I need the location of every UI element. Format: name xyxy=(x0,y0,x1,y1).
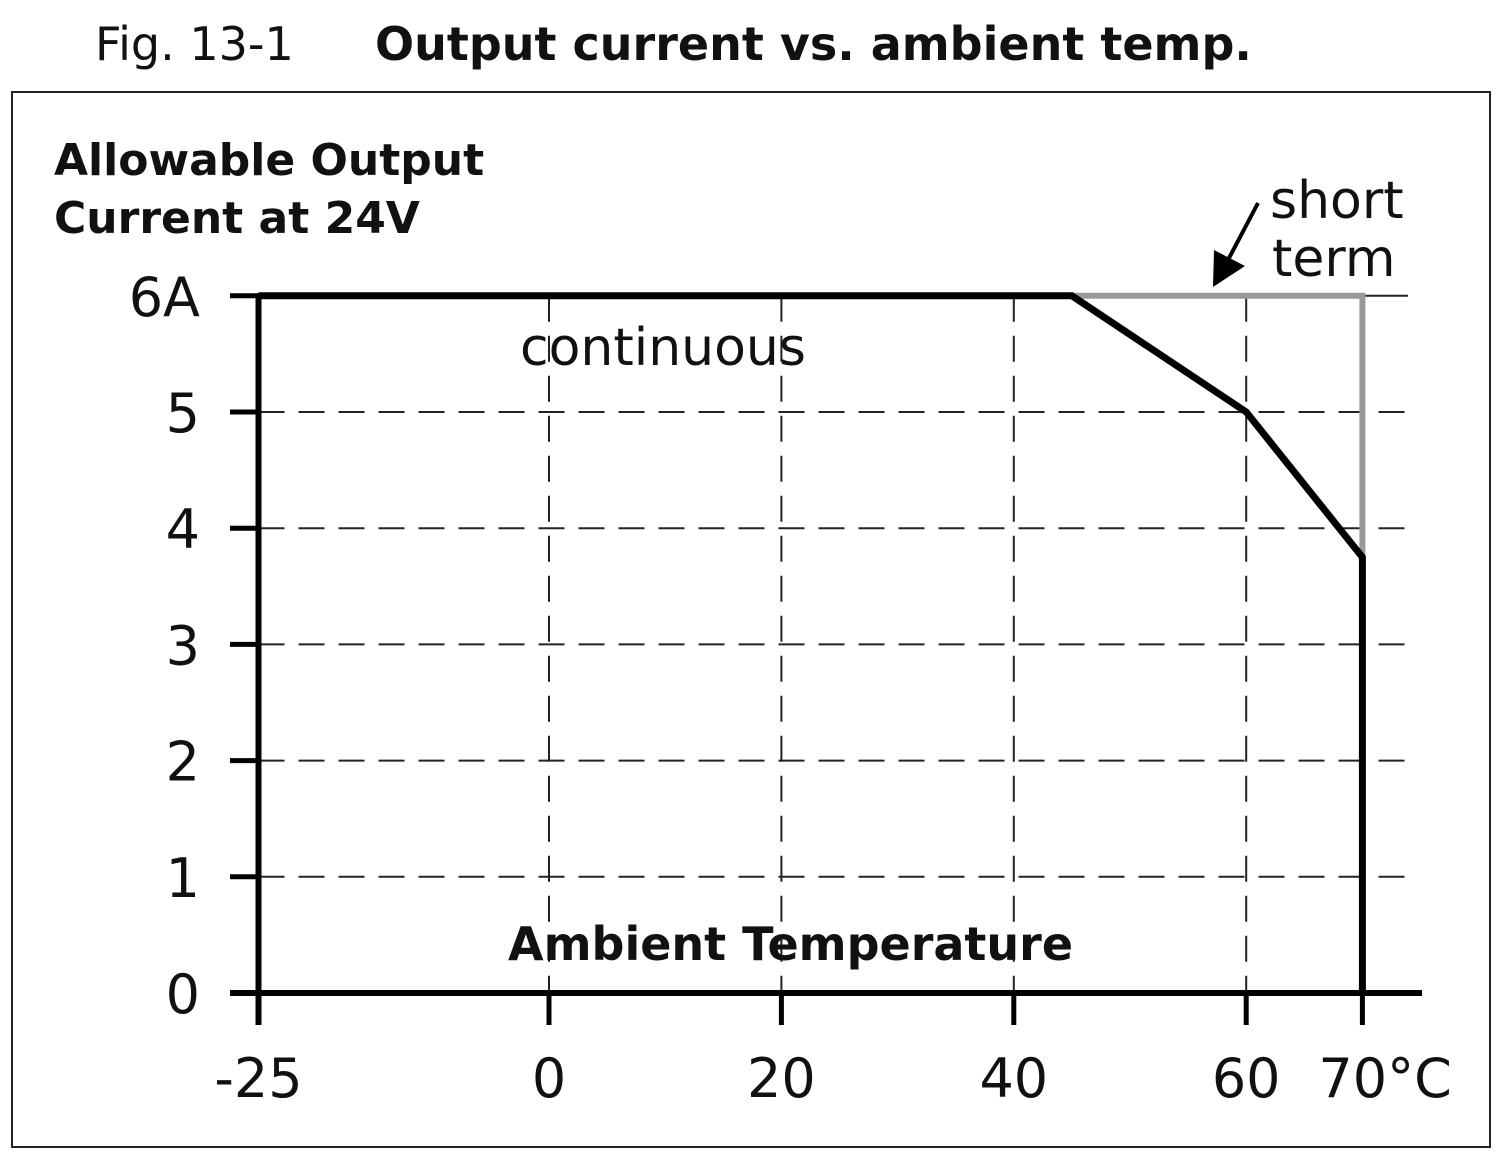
y-tick-label: 6A xyxy=(129,266,200,329)
chart-title: Output current vs. ambient temp. xyxy=(375,17,1252,71)
figure-number: Fig. 13-1 xyxy=(95,17,294,71)
series-line-continuous xyxy=(258,292,1366,993)
x-tick-label: 20 xyxy=(747,1047,816,1110)
series-line-short-term xyxy=(1071,292,1366,558)
x-tick-label: 0 xyxy=(532,1047,566,1110)
y-tick-label: 4 xyxy=(166,498,200,561)
y-axis-label-line1: Allowable Output xyxy=(54,135,484,186)
y-tick-label: 2 xyxy=(166,731,200,794)
y-tick-label: 3 xyxy=(166,614,200,677)
figure-frame xyxy=(11,91,1491,1148)
annotation-short-line2: term xyxy=(1272,229,1396,289)
y-tick-label: 1 xyxy=(166,847,200,910)
x-tick-label: 70°C xyxy=(1318,1047,1451,1110)
x-tick-label: 40 xyxy=(979,1047,1048,1110)
annotation-continuous: continuous xyxy=(520,318,806,378)
x-axis-label: Ambient Temperature xyxy=(508,917,1073,971)
x-tick-label: 60 xyxy=(1212,1047,1281,1110)
x-tick-label: -25 xyxy=(214,1047,302,1110)
y-axis-label-line2: Current at 24V xyxy=(54,193,420,244)
y-tick-label: 0 xyxy=(166,963,200,1026)
short-term-arrow xyxy=(1213,202,1260,287)
annotation-short-line1: short xyxy=(1270,171,1404,231)
y-tick-label: 5 xyxy=(166,382,200,445)
